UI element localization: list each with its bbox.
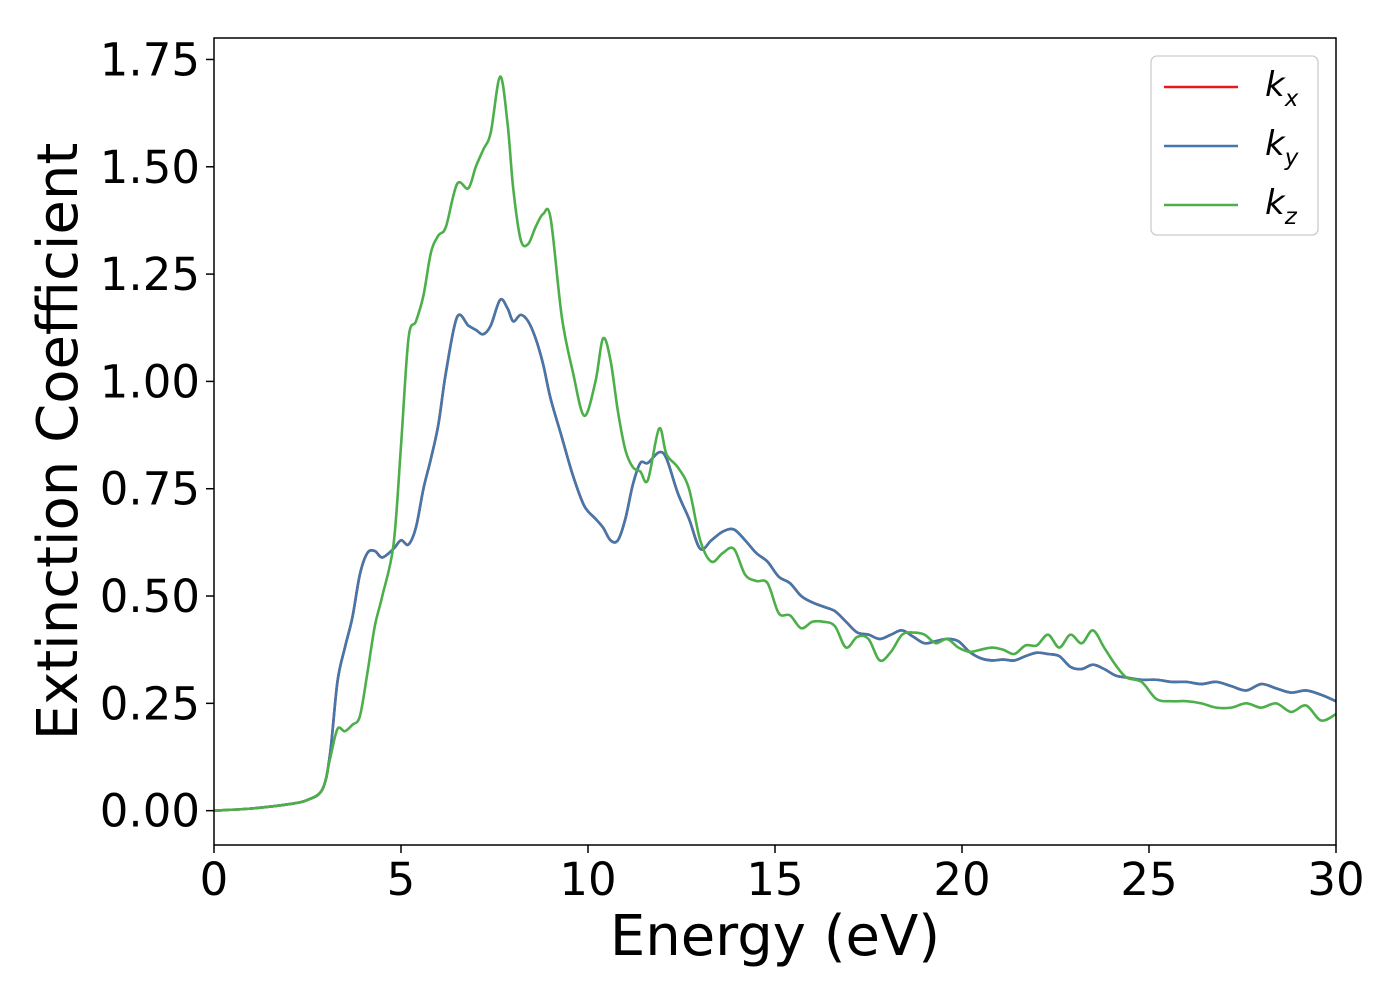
y-tick-label: 0.50	[100, 570, 200, 623]
series-lines	[214, 75, 1336, 812]
legend-label: kx	[1265, 65, 1299, 112]
x-axis-ticks: 0 5 10 15 20 25 30	[200, 845, 1365, 906]
y-tick-label: 0.25	[100, 677, 200, 730]
legend-label-base: k	[1265, 124, 1286, 164]
x-tick-label: 30	[1307, 853, 1364, 906]
x-axis-title: Energy (eV)	[610, 904, 940, 969]
x-tick-label: 10	[559, 853, 616, 906]
x-tick-label: 20	[933, 853, 990, 906]
y-tick-label: 0.00	[100, 785, 200, 838]
legend-label-subscript: z	[1284, 204, 1298, 230]
legend-label-subscript: x	[1284, 86, 1299, 112]
x-tick-label: 0	[200, 853, 229, 906]
legend-label: kz	[1265, 183, 1298, 230]
series-line-y	[214, 297, 1336, 812]
y-tick-label: 1.50	[100, 141, 200, 194]
legend-label: ky	[1265, 124, 1299, 171]
x-tick-label: 25	[1120, 853, 1177, 906]
x-tick-label: 15	[746, 853, 803, 906]
y-tick-label: 1.75	[100, 33, 200, 86]
legend-label-subscript: y	[1284, 145, 1299, 171]
series-line-x	[214, 297, 1336, 812]
legend-label-base: k	[1265, 183, 1286, 223]
series-line-z	[214, 75, 1336, 812]
y-tick-label: 0.75	[100, 463, 200, 516]
y-tick-label: 1.00	[100, 355, 200, 408]
y-axis-title: Extinction Coefficient	[26, 143, 91, 741]
y-axis-ticks: 0.00 0.25 0.50 0.75 1.00 1.25 1.50 1.75	[100, 33, 214, 838]
y-tick-label: 1.25	[100, 248, 200, 301]
legend-label-base: k	[1265, 65, 1286, 105]
x-tick-label: 5	[387, 853, 416, 906]
